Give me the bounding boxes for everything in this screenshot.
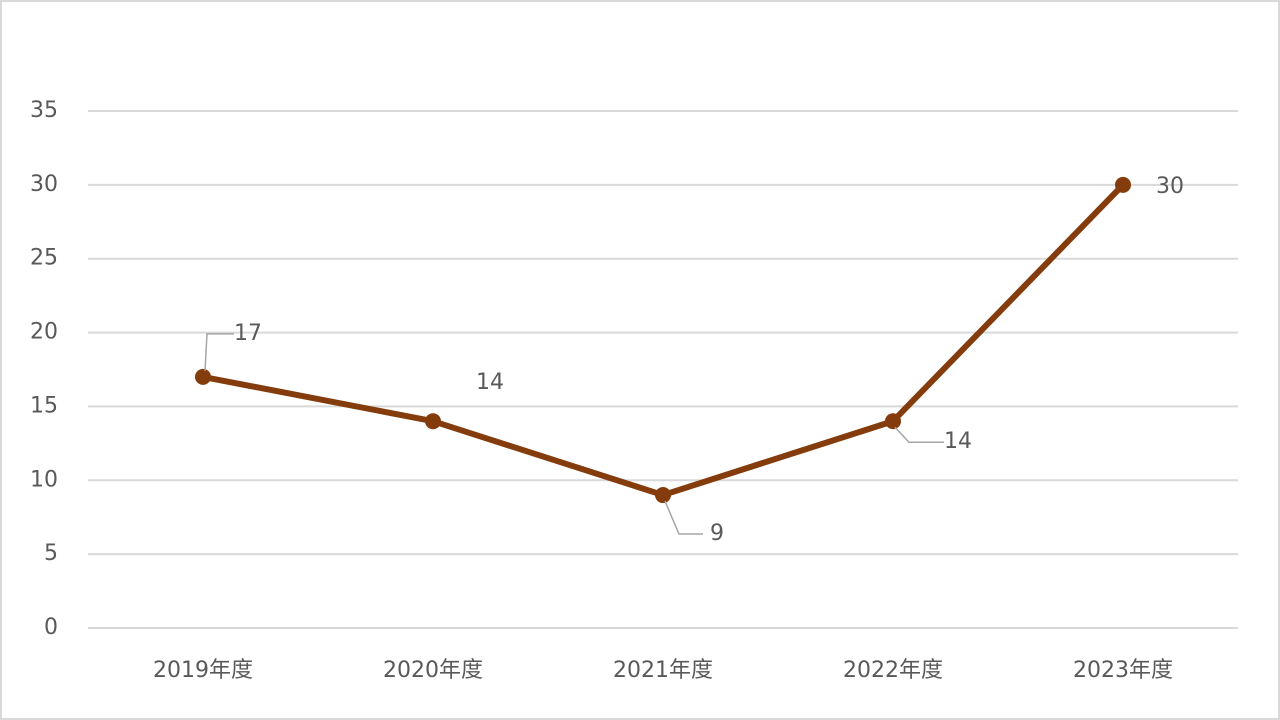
y-tick-label: 15 [30,393,58,418]
x-tick-label: 2022年度 [843,658,943,683]
data-label: 14 [944,429,972,454]
y-tick-label: 20 [30,320,58,345]
x-tick-label: 2023年度 [1073,658,1173,683]
data-point [195,368,211,385]
data-point [655,487,671,504]
y-tick-label: 5 [44,541,58,566]
x-tick-label: 2019年度 [153,658,253,683]
y-tick-label: 0 [44,615,58,640]
data-point [425,413,441,430]
y-tick-label: 30 [30,172,58,197]
data-label: 9 [710,521,724,546]
leader-line [204,333,234,371]
y-tick-label: 10 [30,467,58,492]
y-tick-label: 25 [30,246,58,271]
x-tick-label: 2021年度 [613,658,713,683]
y-tick-label: 35 [30,98,58,123]
data-label: 30 [1156,174,1184,199]
leader-line [664,500,703,535]
data-label: 14 [476,370,504,395]
x-tick-label: 2020年度 [383,658,483,683]
data-label: 17 [234,321,262,346]
leader-line [894,426,944,443]
data-point [885,413,901,430]
data-point [1115,176,1131,193]
